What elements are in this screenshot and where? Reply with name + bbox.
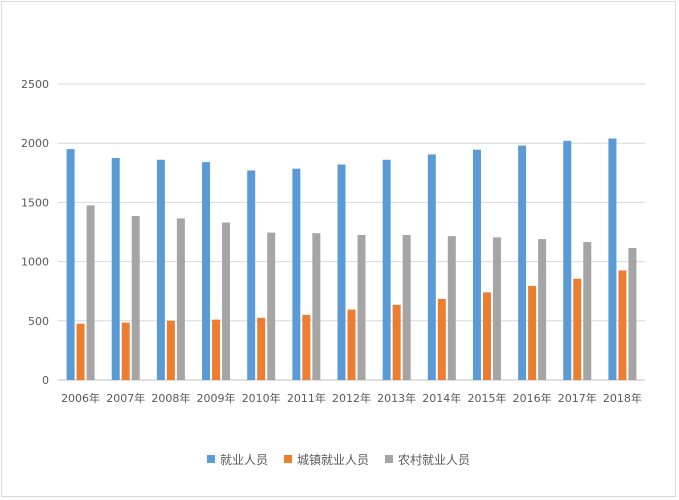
bar: [472, 149, 481, 380]
legend-swatch: [284, 455, 292, 463]
legend-label: 农村就业人员: [398, 453, 470, 467]
legend-label: 就业人员: [220, 453, 268, 467]
bar: [76, 323, 85, 380]
bar: [528, 285, 537, 380]
legend-swatch: [207, 455, 215, 463]
bar: [312, 233, 321, 380]
bar: [337, 164, 346, 380]
bar: [257, 317, 266, 380]
bar: [111, 158, 120, 380]
bar: [202, 162, 211, 380]
bar: [131, 216, 140, 380]
bar: [563, 140, 572, 380]
legend-swatch: [385, 455, 393, 463]
bar: [357, 234, 366, 380]
bar: [618, 270, 627, 380]
bar: [608, 138, 617, 380]
x-tick-label: 2006年: [61, 391, 100, 405]
x-tick-label: 2012年: [332, 391, 371, 405]
bar: [176, 218, 185, 380]
bar: [447, 236, 456, 380]
x-tick-label: 2014年: [422, 391, 461, 405]
x-tick-label: 2018年: [603, 391, 642, 405]
bar: [538, 239, 547, 380]
bar: [86, 205, 95, 380]
bar: [156, 159, 165, 380]
bar: [222, 222, 231, 380]
bar: [247, 170, 256, 380]
x-tick-label: 2008年: [151, 391, 190, 405]
bar: [302, 314, 311, 380]
y-tick-label: 0: [42, 374, 49, 387]
bar: [267, 232, 276, 380]
x-tick-label: 2017年: [558, 391, 597, 405]
bar: [482, 292, 491, 380]
x-tick-label: 2015年: [467, 391, 506, 405]
bar: [292, 168, 301, 380]
bar: [166, 320, 175, 380]
y-tick-label: 1500: [21, 196, 49, 209]
bar: [437, 298, 446, 380]
bar: [518, 145, 527, 380]
bar: [628, 247, 637, 380]
x-tick-label: 2009年: [197, 391, 236, 405]
bar: [347, 309, 356, 380]
bar: [121, 322, 130, 380]
y-tick-label: 500: [28, 315, 49, 328]
bar: [66, 149, 75, 380]
bar: [492, 237, 501, 380]
x-tick-label: 2011年: [287, 391, 326, 405]
y-tick-label: 1000: [21, 256, 49, 269]
bar: [583, 242, 592, 380]
bar: [392, 304, 401, 380]
bar: [402, 234, 411, 380]
x-tick-label: 2016年: [513, 391, 552, 405]
bar: [382, 159, 391, 380]
y-tick-label: 2000: [21, 137, 49, 150]
y-tick-label: 2500: [21, 78, 49, 91]
bar: [573, 278, 582, 380]
legend-label: 城镇就业人员: [297, 453, 369, 467]
x-tick-label: 2007年: [106, 391, 145, 405]
bar: [212, 319, 221, 380]
x-tick-label: 2010年: [242, 391, 281, 405]
x-tick-label: 2013年: [377, 391, 416, 405]
bar: [427, 154, 436, 380]
